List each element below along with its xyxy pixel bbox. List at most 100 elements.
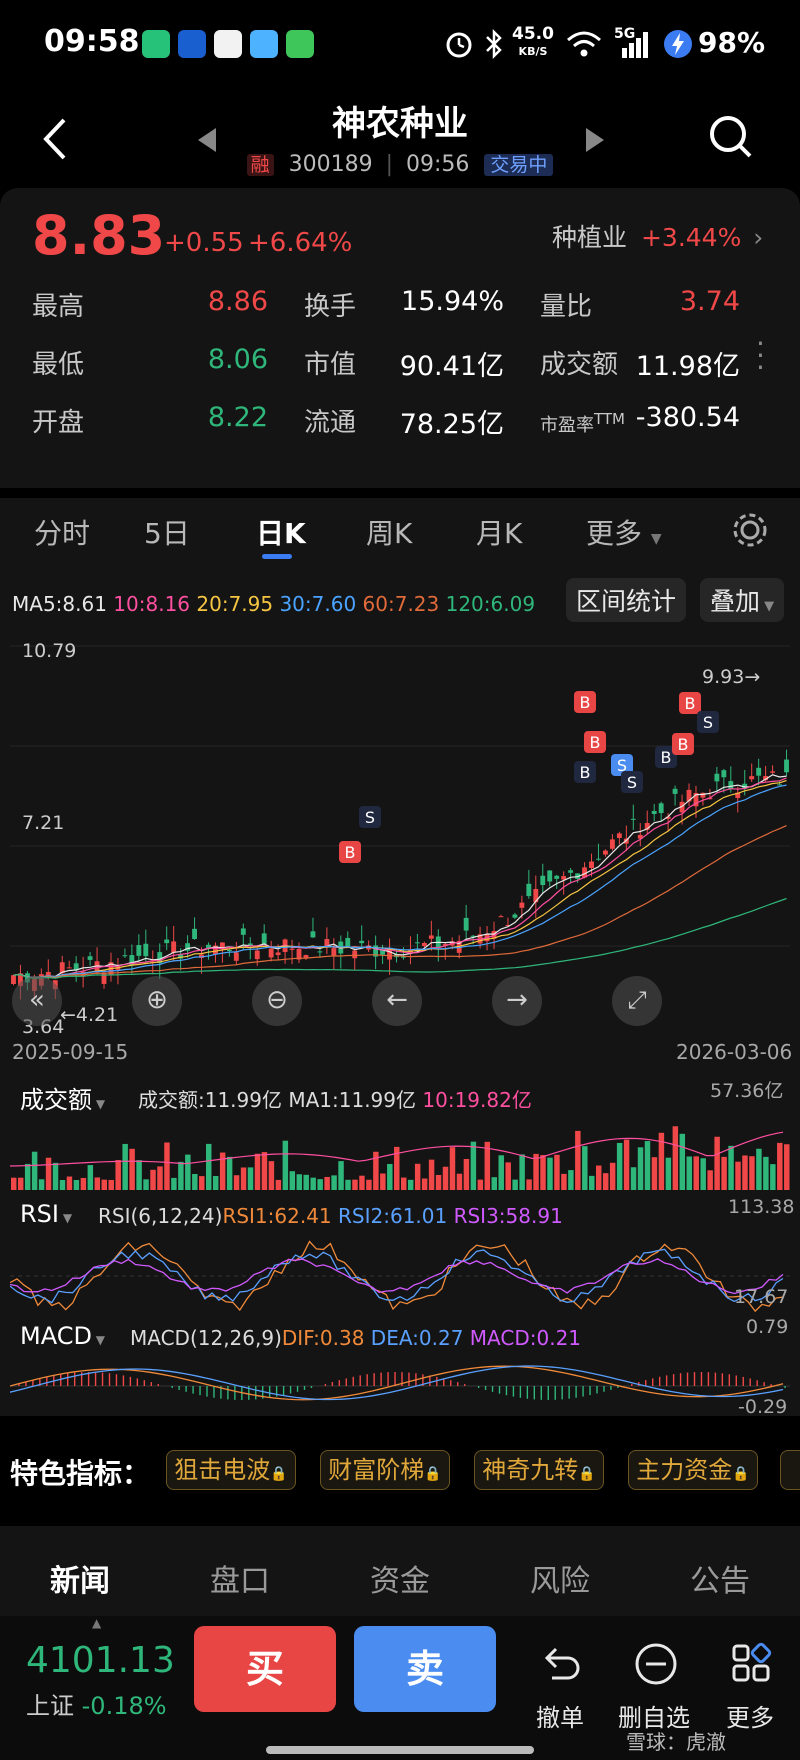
tab-daily-k[interactable]: 日K — [256, 517, 306, 550]
feature-wealth-ladder[interactable]: 财富阶梯🔒 — [320, 1450, 450, 1490]
ma5-label: MA5:8.61 — [12, 592, 107, 616]
volume-bar — [394, 1146, 400, 1190]
macd-chart — [10, 1365, 790, 1401]
industry-link[interactable]: 种植业 +3.44% › — [552, 218, 763, 254]
index-value[interactable]: 4101.13 — [26, 1640, 175, 1681]
turnover-value: 15.94% — [401, 286, 504, 317]
overlay-button[interactable]: 叠加 ▼ — [700, 578, 785, 622]
sell-button[interactable]: 卖 — [354, 1626, 496, 1712]
candle-body — [414, 942, 420, 944]
caret-down-icon: ▼ — [760, 599, 775, 614]
volume-bar — [150, 1169, 156, 1190]
candle-body — [784, 759, 789, 773]
date-start: 2025-09-15 — [12, 1040, 129, 1064]
more-dots-icon[interactable]: · · · — [756, 327, 765, 384]
volume-bar — [582, 1146, 588, 1190]
volume-indicator-select[interactable]: 成交额 ▼ — [20, 1080, 105, 1115]
zoom-out-icon[interactable]: ⊖ — [252, 976, 302, 1026]
candle-body — [505, 924, 511, 926]
macd-params: MACD(12,26,9) — [130, 1326, 282, 1350]
expand-up-icon[interactable]: ▲ — [92, 1616, 102, 1630]
pe-label-sup: TTM — [594, 410, 626, 428]
volume-bar — [359, 1175, 365, 1190]
zoom-in-icon[interactable]: ⊕ — [132, 976, 182, 1026]
tab-monthly-k[interactable]: 月K — [476, 517, 523, 550]
alarm-icon — [446, 32, 472, 58]
macd-dea: DEA:0.27 — [370, 1326, 464, 1350]
volume-bar — [345, 1179, 351, 1190]
tab-news[interactable]: 新闻 — [50, 1564, 110, 1599]
prev-stock-icon[interactable] — [196, 126, 218, 154]
volume-bar — [38, 1179, 45, 1190]
candle-body — [324, 939, 330, 947]
tab-announcements[interactable]: 公告 — [690, 1564, 750, 1599]
next-stock-icon[interactable] — [584, 126, 606, 154]
remove-watchlist-icon[interactable] — [634, 1642, 678, 1686]
candle-body — [442, 944, 448, 946]
caret-down-icon: ▼ — [650, 531, 662, 547]
candle-body — [470, 935, 476, 937]
stock-code: 300189 — [288, 152, 373, 177]
volume-bar — [199, 1176, 205, 1190]
more-label[interactable]: 更多 — [726, 1704, 774, 1732]
tab-order-book[interactable]: 盘口 — [210, 1564, 270, 1599]
turnover-label: 换手 — [304, 292, 357, 322]
candle-body — [164, 939, 170, 944]
scroll-left-icon[interactable]: ← — [372, 976, 422, 1026]
remove-watchlist-label[interactable]: 删自选 — [618, 1704, 690, 1732]
tab-5day[interactable]: 5日 — [144, 517, 190, 550]
settings-gear-icon[interactable] — [730, 510, 770, 550]
candle-body — [317, 951, 323, 953]
tab-risk[interactable]: 风险 — [530, 1564, 590, 1599]
undo-order-icon[interactable] — [540, 1644, 582, 1684]
dif-line — [10, 1365, 784, 1401]
macd-indicator-select[interactable]: MACD ▼ — [20, 1322, 105, 1350]
bank-app-icon — [178, 30, 206, 58]
feature-sniper-wave[interactable]: 狙击电波🔒 — [166, 1450, 296, 1490]
back-arrow-icon[interactable] — [40, 116, 70, 162]
chevron-right-icon: › — [753, 223, 764, 252]
volume-bar — [206, 1143, 212, 1190]
candle-body — [672, 788, 678, 794]
rsi3-value: RSI3:58.91 — [453, 1204, 563, 1228]
ma120-label: 120:6.09 — [445, 592, 536, 616]
scroll-right-icon[interactable]: → — [492, 976, 542, 1026]
volume-bar — [498, 1155, 504, 1190]
volume-bar — [428, 1159, 435, 1190]
interval-stats-button[interactable]: 区间统计 — [566, 578, 687, 622]
tab-funds[interactable]: 资金 — [370, 1564, 430, 1599]
low-marker: ←4.21 — [60, 1004, 119, 1026]
rsi-line-2 — [10, 1248, 784, 1304]
feature-label-3: 主力资金 — [636, 1456, 733, 1484]
ma-line-1 — [13, 777, 787, 979]
volume-bar — [247, 1167, 254, 1190]
candle-body — [700, 792, 706, 798]
search-icon[interactable] — [708, 114, 754, 162]
volume-bar — [87, 1165, 94, 1190]
trade-marker-label: B — [590, 733, 601, 752]
volume-bar — [59, 1179, 66, 1190]
volume-bar — [784, 1144, 790, 1190]
feature-magic-nine[interactable]: 神奇九转🔒 — [474, 1450, 604, 1490]
volume-bar — [589, 1175, 595, 1190]
volume-bar — [317, 1179, 323, 1190]
feature-main-funds[interactable]: 主力资金🔒 — [628, 1450, 758, 1490]
volume-bar — [352, 1179, 358, 1190]
volume-bar — [373, 1151, 379, 1190]
cancel-order-label[interactable]: 撤单 — [536, 1704, 584, 1732]
more-grid-icon[interactable] — [730, 1642, 774, 1686]
tab-intraday[interactable]: 分时 — [34, 517, 91, 550]
candle-body — [428, 935, 434, 939]
volume-bar — [303, 1174, 309, 1190]
collapse-left-icon[interactable]: « — [12, 976, 62, 1026]
tab-weekly-k[interactable]: 周K — [366, 517, 413, 550]
buy-button[interactable]: 买 — [194, 1626, 336, 1712]
fullscreen-icon[interactable]: ⤢ — [612, 976, 662, 1026]
tab-more[interactable]: 更多 ▼ — [586, 512, 662, 552]
rsi-indicator-select[interactable]: RSI ▼ — [20, 1200, 72, 1228]
volume-bar — [540, 1155, 546, 1190]
pe-label-text: 市盈率 — [540, 415, 594, 436]
low-value: 8.06 — [207, 344, 268, 375]
candle-body — [11, 975, 16, 984]
